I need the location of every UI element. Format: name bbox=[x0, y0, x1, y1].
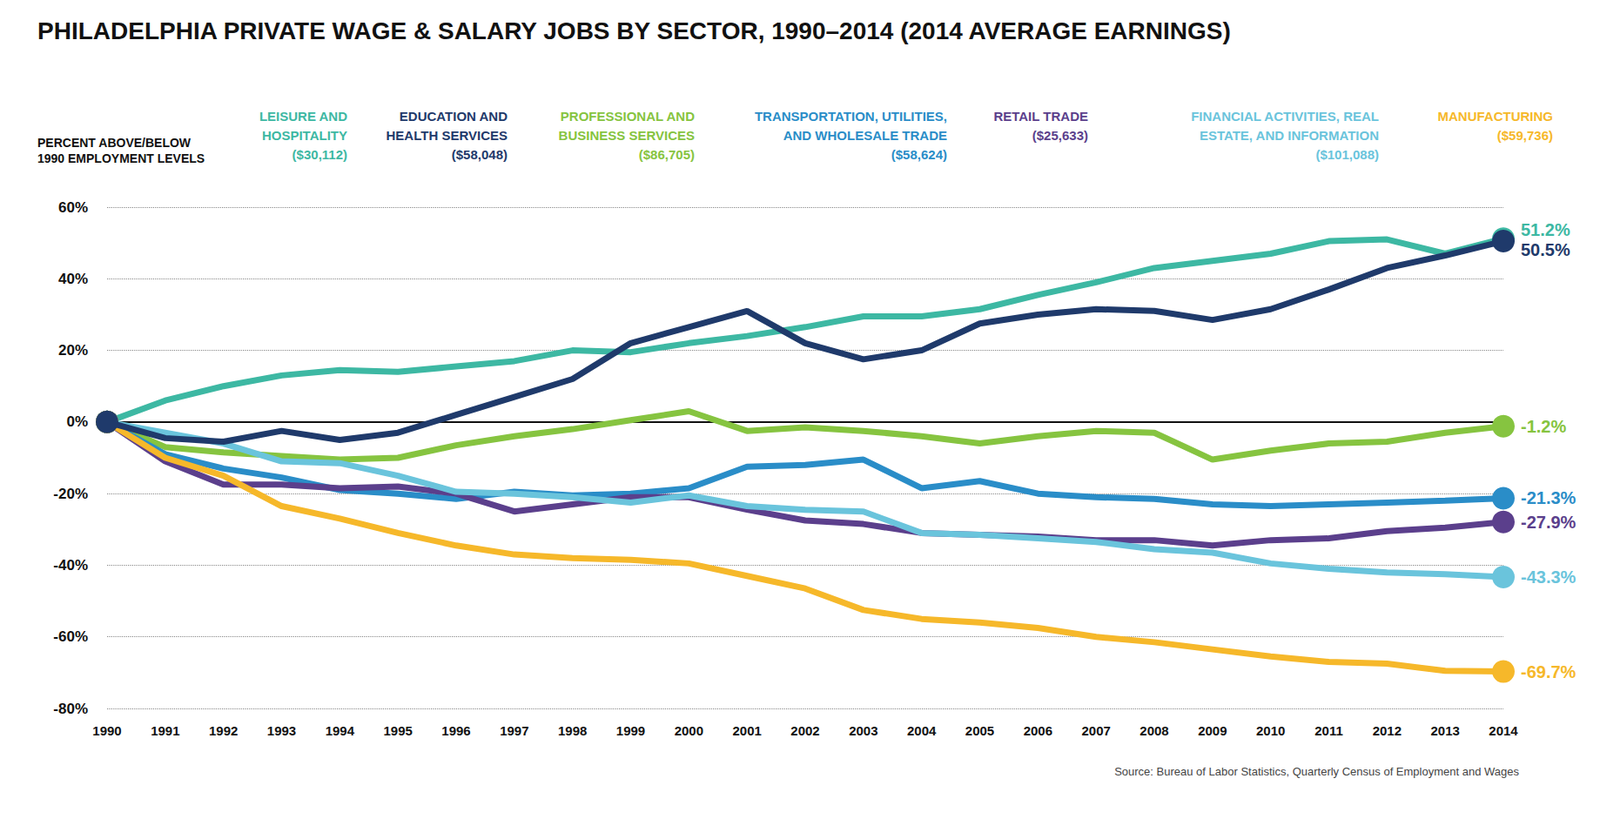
svg-text:2007: 2007 bbox=[1081, 723, 1110, 739]
svg-text:50.5%: 50.5% bbox=[1520, 240, 1571, 260]
svg-text:-80%: -80% bbox=[53, 700, 88, 718]
svg-text:-69.7%: -69.7% bbox=[1520, 662, 1577, 682]
svg-text:1992: 1992 bbox=[208, 723, 238, 739]
svg-text:2008: 2008 bbox=[1139, 723, 1169, 739]
svg-text:Source: Bureau of Labor Statis: Source: Bureau of Labor Statistics, Quar… bbox=[1114, 765, 1520, 779]
svg-text:HOSPITALITY: HOSPITALITY bbox=[262, 127, 348, 143]
svg-text:0%: 0% bbox=[66, 413, 88, 431]
svg-text:-27.9%: -27.9% bbox=[1520, 512, 1577, 532]
svg-text:2013: 2013 bbox=[1430, 723, 1459, 739]
svg-text:51.2%: 51.2% bbox=[1520, 220, 1571, 240]
svg-text:40%: 40% bbox=[58, 270, 88, 288]
svg-text:PERCENT ABOVE/BELOW: PERCENT ABOVE/BELOW bbox=[37, 135, 192, 150]
svg-text:1994: 1994 bbox=[325, 723, 356, 739]
svg-text:-21.3%: -21.3% bbox=[1520, 488, 1577, 508]
svg-text:FINANCIAL ACTIVITIES, REAL: FINANCIAL ACTIVITIES, REAL bbox=[1190, 108, 1379, 124]
svg-text:2000: 2000 bbox=[674, 723, 704, 739]
svg-text:2004: 2004 bbox=[907, 723, 937, 739]
svg-text:-40%: -40% bbox=[53, 557, 88, 574]
svg-text:RETAIL TRADE: RETAIL TRADE bbox=[993, 108, 1089, 124]
svg-text:2009: 2009 bbox=[1197, 723, 1227, 739]
svg-text:LEISURE AND: LEISURE AND bbox=[259, 108, 348, 124]
svg-text:2010: 2010 bbox=[1256, 723, 1285, 739]
svg-text:1990 EMPLOYMENT LEVELS: 1990 EMPLOYMENT LEVELS bbox=[37, 151, 205, 166]
svg-text:-20%: -20% bbox=[53, 485, 88, 503]
svg-text:2002: 2002 bbox=[790, 723, 820, 739]
svg-text:2001: 2001 bbox=[732, 723, 761, 739]
svg-text:1995: 1995 bbox=[383, 723, 412, 739]
svg-text:60%: 60% bbox=[58, 199, 88, 216]
svg-text:20%: 20% bbox=[58, 342, 88, 359]
svg-text:1999: 1999 bbox=[616, 723, 646, 739]
svg-text:($30,112): ($30,112) bbox=[292, 147, 348, 162]
svg-text:1996: 1996 bbox=[441, 723, 471, 739]
svg-text:2012: 2012 bbox=[1372, 723, 1402, 739]
svg-text:($58,624): ($58,624) bbox=[891, 147, 948, 162]
svg-text:1990: 1990 bbox=[92, 723, 122, 739]
svg-text:1998: 1998 bbox=[557, 723, 587, 739]
svg-text:AND WHOLESALE TRADE: AND WHOLESALE TRADE bbox=[783, 127, 948, 143]
svg-text:TRANSPORTATION, UTILITIES,: TRANSPORTATION, UTILITIES, bbox=[754, 108, 948, 124]
svg-text:EDUCATION AND: EDUCATION AND bbox=[399, 108, 508, 124]
svg-text:PROFESSIONAL AND: PROFESSIONAL AND bbox=[560, 108, 695, 124]
svg-text:2006: 2006 bbox=[1023, 723, 1053, 739]
svg-text:BUSINESS SERVICES: BUSINESS SERVICES bbox=[558, 127, 695, 143]
svg-text:HEALTH SERVICES: HEALTH SERVICES bbox=[386, 127, 508, 143]
svg-text:PHILADELPHIA PRIVATE WAGE & SA: PHILADELPHIA PRIVATE WAGE & SALARY JOBS … bbox=[37, 17, 1231, 45]
svg-text:($58,048): ($58,048) bbox=[451, 147, 508, 162]
svg-text:-1.2%: -1.2% bbox=[1520, 416, 1567, 437]
svg-text:1991: 1991 bbox=[150, 723, 180, 739]
svg-text:-43.3%: -43.3% bbox=[1520, 567, 1577, 587]
svg-text:($86,705): ($86,705) bbox=[638, 147, 695, 162]
svg-text:2011: 2011 bbox=[1314, 723, 1344, 739]
svg-text:ESTATE, AND INFORMATION: ESTATE, AND INFORMATION bbox=[1199, 127, 1379, 143]
svg-text:($101,088): ($101,088) bbox=[1315, 147, 1379, 162]
svg-text:2005: 2005 bbox=[965, 723, 995, 739]
svg-text:($59,736): ($59,736) bbox=[1497, 127, 1553, 143]
svg-text:-60%: -60% bbox=[53, 628, 88, 646]
svg-text:2014: 2014 bbox=[1488, 723, 1519, 739]
svg-text:1997: 1997 bbox=[499, 723, 529, 739]
svg-text:($25,633): ($25,633) bbox=[1032, 127, 1089, 143]
svg-text:MANUFACTURING: MANUFACTURING bbox=[1438, 108, 1554, 124]
svg-text:1993: 1993 bbox=[267, 723, 296, 739]
svg-text:2003: 2003 bbox=[848, 723, 878, 739]
